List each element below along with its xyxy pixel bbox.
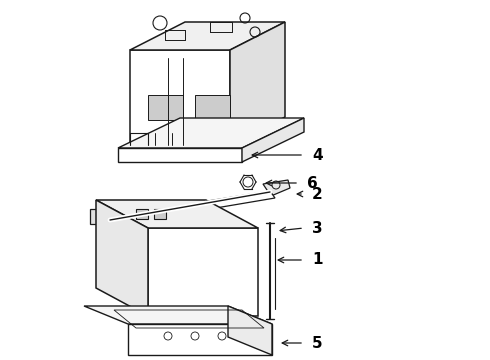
Polygon shape [128, 324, 272, 355]
Polygon shape [96, 200, 148, 316]
Polygon shape [228, 306, 272, 355]
Polygon shape [230, 22, 285, 145]
Text: 6: 6 [307, 176, 318, 190]
Text: 4: 4 [312, 148, 322, 162]
Polygon shape [242, 118, 304, 162]
Text: 3: 3 [312, 220, 322, 235]
Polygon shape [130, 22, 285, 50]
Text: 2: 2 [312, 186, 323, 202]
Polygon shape [148, 95, 183, 120]
Polygon shape [90, 209, 120, 224]
Polygon shape [136, 209, 148, 219]
Polygon shape [118, 118, 304, 148]
Polygon shape [148, 228, 258, 316]
Text: 5: 5 [312, 336, 322, 351]
Polygon shape [195, 95, 230, 120]
Polygon shape [263, 180, 290, 196]
Text: 1: 1 [312, 252, 322, 267]
Polygon shape [118, 148, 242, 162]
Polygon shape [84, 306, 272, 324]
Polygon shape [154, 209, 166, 219]
Polygon shape [108, 191, 275, 225]
Polygon shape [96, 200, 258, 228]
Polygon shape [130, 50, 230, 145]
